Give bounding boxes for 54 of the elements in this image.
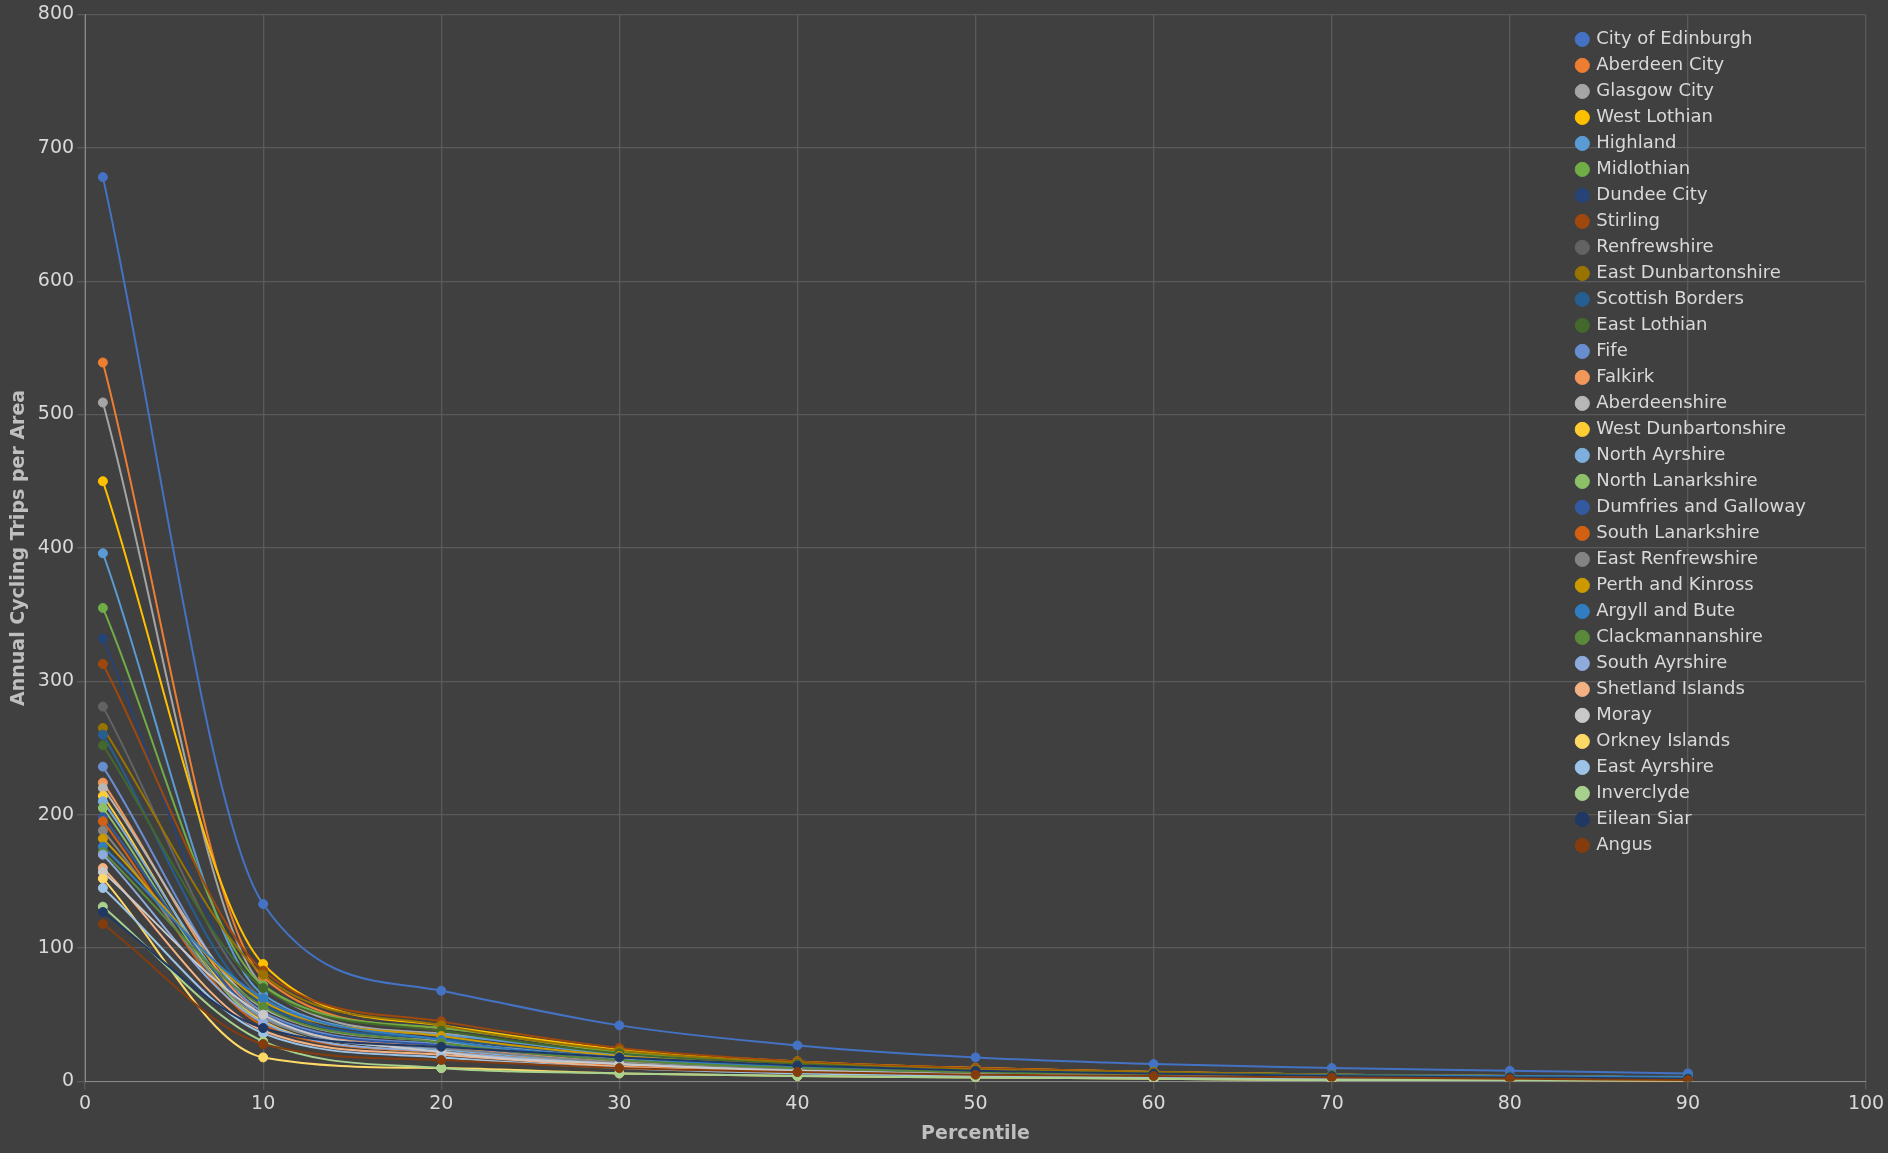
legend-label: Renfrewshire <box>1596 235 1714 257</box>
y-tick-label: 700 <box>37 134 75 157</box>
y-tick-label: 300 <box>37 668 75 691</box>
x-tick-label: 60 <box>1141 1090 1166 1113</box>
x-tick-label: 0 <box>79 1090 92 1113</box>
x-tick-label: 30 <box>607 1090 632 1113</box>
legend-label: Dumfries and Galloway <box>1596 495 1807 517</box>
legend-label: South Ayrshire <box>1596 651 1728 673</box>
legend-label: Midlothian <box>1596 157 1691 179</box>
x-tick-label: 90 <box>1675 1090 1700 1113</box>
legend-label: Aberdeen City <box>1596 53 1725 75</box>
y-tick-label: 100 <box>37 934 75 957</box>
legend-label: Orkney Islands <box>1596 729 1731 751</box>
legend-label: Argyll and Bute <box>1596 599 1735 621</box>
legend-label: South Lanarkshire <box>1596 521 1760 543</box>
y-tick-label: 800 <box>37 1 75 24</box>
x-tick-label: 80 <box>1497 1090 1522 1113</box>
legend-label: Clackmannanshire <box>1596 625 1763 647</box>
legend-label: West Dunbartonshire <box>1596 417 1787 439</box>
y-tick-label: 200 <box>37 801 75 824</box>
x-tick-label: 70 <box>1319 1090 1344 1113</box>
legend-label: North Ayrshire <box>1596 443 1726 465</box>
legend-label: Scottish Borders <box>1596 287 1744 309</box>
legend-label: Glasgow City <box>1596 79 1715 101</box>
legend-label: East Dunbartonshire <box>1596 261 1781 283</box>
legend-label: Dundee City <box>1596 183 1708 205</box>
x-tick-label: 100 <box>1847 1090 1885 1113</box>
y-tick-label: 0 <box>61 1068 75 1091</box>
legend-label: Eilean Siar <box>1596 807 1693 829</box>
legend-label: West Lothian <box>1596 105 1713 127</box>
x-tick-label: 10 <box>251 1090 276 1113</box>
y-tick-label: 500 <box>37 401 75 424</box>
legend-label: Falkirk <box>1596 365 1655 387</box>
legend-label: Moray <box>1596 703 1653 725</box>
legend-label: Inverclyde <box>1596 781 1690 803</box>
x-axis-title: Percentile <box>921 1120 1030 1143</box>
legend-label: Stirling <box>1596 209 1661 231</box>
x-tick-label: 20 <box>429 1090 454 1113</box>
legend-label: East Renfrewshire <box>1596 547 1759 569</box>
y-tick-label: 400 <box>37 534 75 557</box>
y-axis-title: Annual Cycling Trips per Area <box>6 389 29 706</box>
legend-label: East Lothian <box>1596 313 1708 335</box>
legend-label: City of Edinburgh <box>1596 27 1753 49</box>
legend-label: Fife <box>1596 339 1628 361</box>
legend-label: North Lanarkshire <box>1596 469 1758 491</box>
x-tick-label: 40 <box>785 1090 810 1113</box>
x-tick-label: 50 <box>963 1090 988 1113</box>
legend-label: East Ayrshire <box>1596 755 1714 777</box>
legend-label: Shetland Islands <box>1596 677 1745 699</box>
legend-label: Angus <box>1596 833 1653 855</box>
legend-label: Aberdeenshire <box>1596 391 1728 413</box>
legend-label: Perth and Kinross <box>1596 573 1754 595</box>
y-tick-label: 600 <box>37 268 75 291</box>
legend-label: Highland <box>1596 131 1677 153</box>
